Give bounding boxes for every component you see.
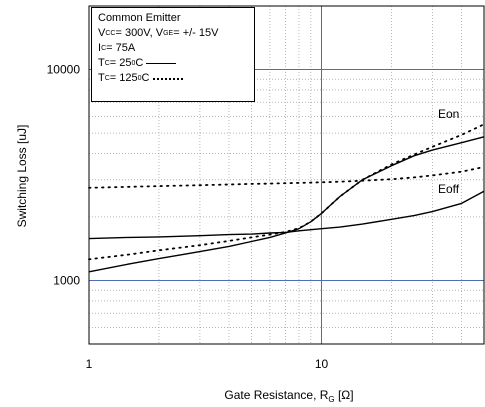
dotted-line-swatch — [152, 77, 183, 80]
series-eon-tc25-line — [88, 136, 485, 273]
y-tick-label: 10000 — [47, 63, 81, 77]
series-eoff-tc25-line — [88, 190, 485, 240]
eoff-annotation: Eoff — [438, 182, 460, 196]
y-axis-label: Switching Loss [uJ] — [15, 125, 29, 228]
legend-box: Common Emitter V CC = 300V, V GE = +/- 15V… — [91, 7, 255, 102]
series-eon-tc125-line — [88, 123, 485, 261]
plot-frame — [88, 5, 485, 345]
eon-annotation: Eon — [438, 107, 459, 121]
x-axis-label: Gate Resistance, RG [Ω] — [224, 388, 353, 404]
tick-labels: 1 10 1000 10000 — [47, 63, 329, 371]
x-tick-label: 1 — [86, 357, 93, 371]
solid-line-swatch — [146, 63, 177, 64]
series-eoff-tc125-line — [88, 166, 485, 189]
legend-title: Common Emitter — [98, 12, 181, 24]
x-tick-label: 10 — [315, 357, 329, 371]
y-tick-label: 1000 — [53, 273, 80, 287]
legend-voltage-conditions: V CC = 300V, V GE = +/- 15V — [98, 27, 219, 39]
series-layer — [88, 123, 485, 273]
